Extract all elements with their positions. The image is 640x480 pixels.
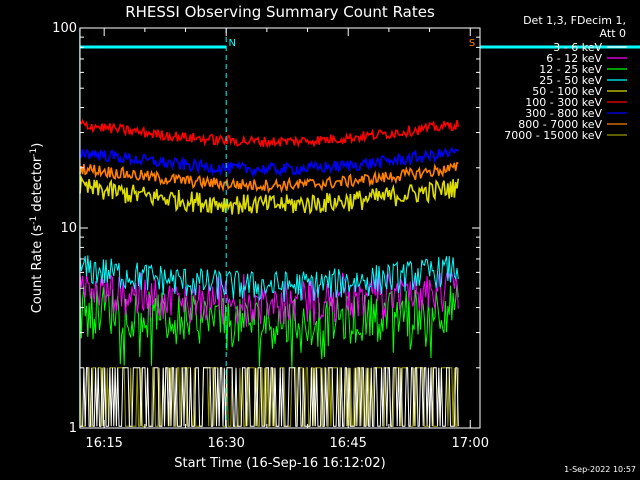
- x-axis-label: Start Time (16-Sep-16 16:12:02): [174, 456, 385, 471]
- x-tick-label-15: 16:15: [85, 436, 122, 451]
- y-tick-label-1: 1: [69, 421, 77, 436]
- plot-data: [79, 118, 460, 427]
- series-100-300-kev: [79, 118, 460, 149]
- series-300-800-kev: [79, 146, 459, 179]
- x-tick-label-45: 16:45: [329, 436, 366, 451]
- legend-label-800-7000-kev: 800 - 7000 keV: [518, 118, 602, 131]
- legend-label-3-6-kev: 3 - 6 keV: [553, 41, 602, 54]
- legend-label-300-800-kev: 300 - 800 keV: [525, 107, 602, 120]
- series-line-25-50-kev: [79, 255, 459, 302]
- flag-label-n: N: [228, 38, 235, 49]
- x-tick-label-60: 17:00: [452, 436, 489, 451]
- series-line-300-800-kev: [79, 146, 459, 179]
- legend-label-25-50-kev: 25 - 50 keV: [539, 74, 602, 87]
- series-line-12-25-kev: [79, 282, 459, 368]
- timestamp-label: 1-Sep-2022 10:57: [564, 465, 636, 474]
- legend-label-50-100-kev: 50 - 100 keV: [532, 85, 602, 98]
- series-3-6-kev: [80, 367, 459, 427]
- y-axis: 1 10 100: [52, 21, 480, 436]
- chart-title: RHESSI Observing Summary Count Rates: [125, 3, 435, 21]
- y-axis-label: Count Rate (s-1 detector-1): [29, 143, 45, 314]
- series-line-800-7000-kev: [79, 161, 459, 194]
- series-line-3-6-kev: [80, 367, 459, 427]
- legend-label-7000-15000-kev: 7000 - 15000 keV: [504, 129, 602, 142]
- series-50-100-kev: [79, 174, 460, 215]
- y-tick-label-10: 10: [60, 221, 77, 236]
- flag-label-s: S: [469, 38, 475, 49]
- x-axis: 16:15 16:30 16:45 17:00: [85, 28, 489, 451]
- series-12-25-kev: [79, 282, 459, 368]
- series-line-6-12-kev: [79, 271, 459, 327]
- y-tick-label-100: 100: [52, 21, 77, 36]
- x-tick-label-30: 16:30: [207, 436, 244, 451]
- legend-label-6-12-kev: 6 - 12 keV: [546, 52, 602, 65]
- legend-label-100-300-kev: 100 - 300 keV: [525, 96, 602, 109]
- series-800-7000-kev: [79, 161, 459, 194]
- series-25-50-kev: [79, 255, 459, 302]
- legend-label-12-25-kev: 12 - 25 keV: [539, 63, 602, 76]
- legend-header-1: Det 1,3, FDecim 1,: [523, 14, 626, 27]
- legend-header-2: Att 0: [600, 27, 626, 40]
- series-6-12-kev: [79, 271, 459, 327]
- series-line-100-300-kev: [79, 118, 460, 149]
- series-line-50-100-kev: [79, 174, 460, 215]
